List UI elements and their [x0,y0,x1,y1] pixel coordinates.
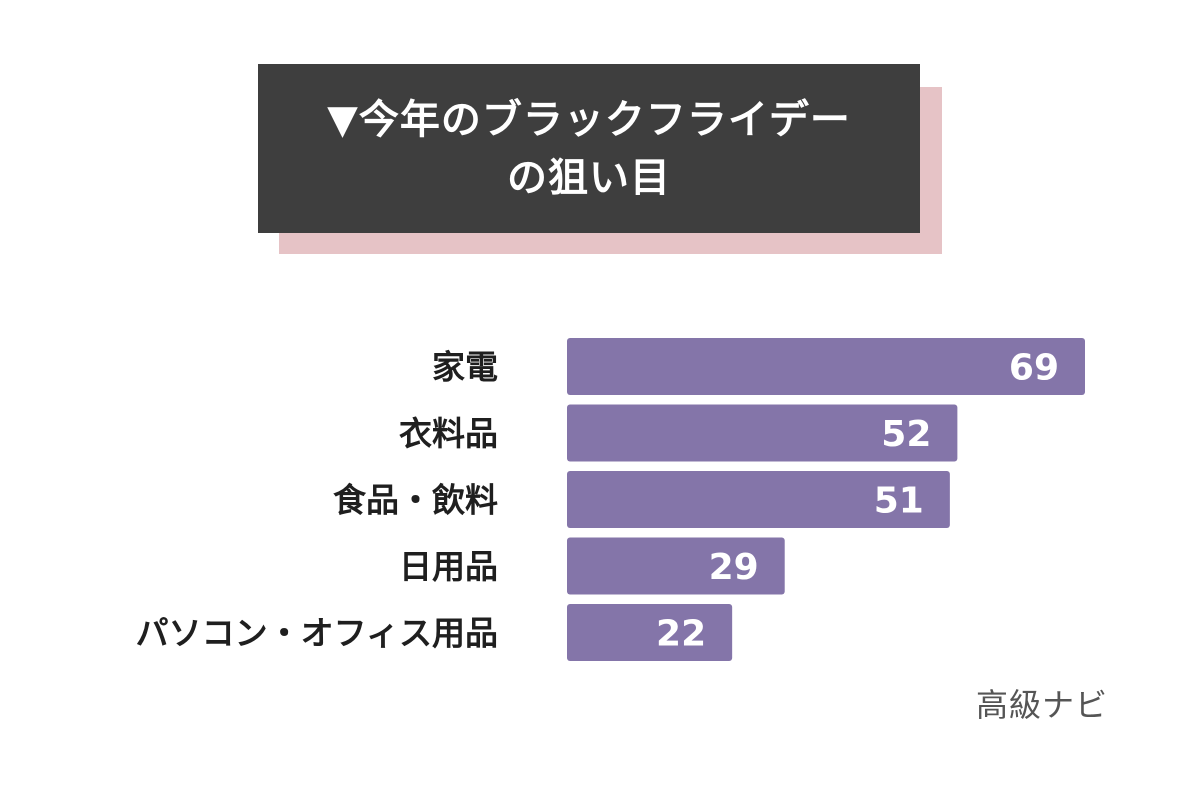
title-line-1: ▼今年のブラックフライデー [327,96,851,143]
value-label-3: 29 [709,547,759,588]
category-label-2: 食品・飲料 [333,481,498,520]
category-label-1: 衣料品 [399,414,498,453]
bar-4 [567,604,733,661]
title-line-2: の狙い目 [507,154,671,201]
bar-2 [567,471,950,528]
category-label-4: パソコン・オフィス用品 [136,614,498,653]
bar-1 [567,404,958,462]
category-label-0: 家電 [432,348,498,387]
bar-0 [567,338,1085,395]
watermark: 高級ナビ [975,686,1108,724]
value-label-4: 22 [656,614,706,655]
title-box: ▼今年のブラックフライデー の狙い目 [258,64,920,233]
bar-3 [567,537,785,595]
value-label-0: 69 [1009,348,1059,389]
value-label-2: 51 [874,481,924,522]
bar-chart: 69 家電 52 衣料品 51 食品・飲料 29 日用品 22 パソコン・オフィス用品 [136,338,1085,661]
value-label-1: 52 [881,414,931,455]
category-label-3: 日用品 [399,547,498,586]
